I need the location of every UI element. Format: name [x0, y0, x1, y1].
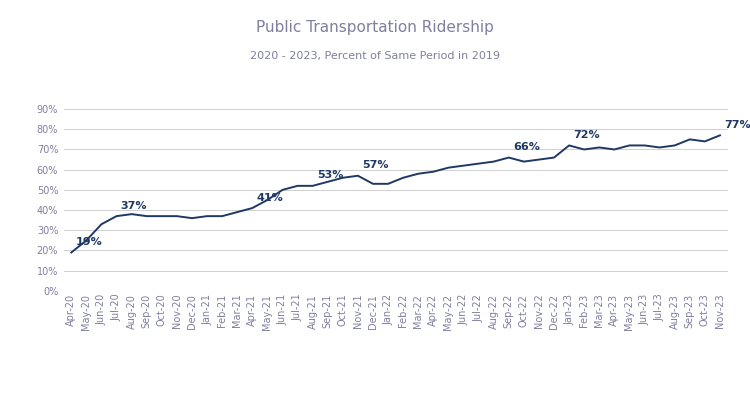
Text: 72%: 72% — [573, 130, 600, 140]
Text: 77%: 77% — [724, 120, 750, 130]
Text: 19%: 19% — [76, 237, 102, 247]
Text: 41%: 41% — [256, 192, 284, 202]
Text: 57%: 57% — [362, 160, 388, 170]
Text: Public Transportation Ridership: Public Transportation Ridership — [256, 20, 494, 35]
Text: 37%: 37% — [121, 200, 147, 210]
Text: 53%: 53% — [316, 170, 344, 180]
Text: 2020 - 2023, Percent of Same Period in 2019: 2020 - 2023, Percent of Same Period in 2… — [250, 50, 500, 61]
Text: 66%: 66% — [513, 142, 540, 152]
